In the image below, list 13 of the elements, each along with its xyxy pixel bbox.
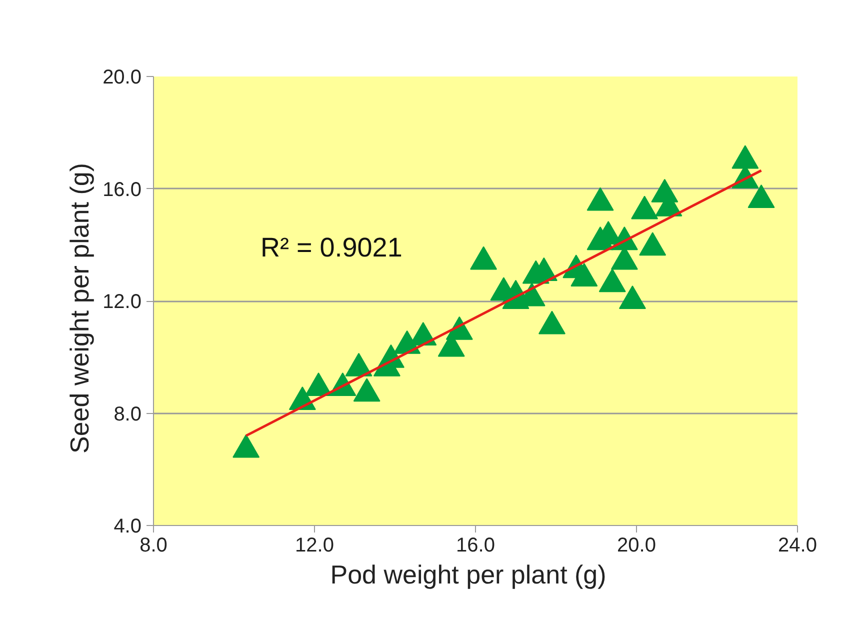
y-tick-label: 20.0 <box>102 66 142 88</box>
y-axis-title: Seed weight per plant (g) <box>64 162 95 454</box>
x-tick-label: 8.0 <box>140 534 168 556</box>
x-tick-label: 12.0 <box>295 534 334 556</box>
x-axis-title: Pod weight per plant (g) <box>330 560 606 590</box>
x-tick-label: 24.0 <box>778 534 817 556</box>
x-tick-label: 16.0 <box>456 534 495 556</box>
y-tick-label: 12.0 <box>102 291 142 313</box>
y-tick-label: 4.0 <box>114 516 142 538</box>
x-tick-label: 20.0 <box>617 534 656 556</box>
y-tick-label: 8.0 <box>114 403 142 426</box>
annotation: R² = 0.9021 <box>260 232 402 262</box>
y-tick-label: 16.0 <box>102 178 142 201</box>
